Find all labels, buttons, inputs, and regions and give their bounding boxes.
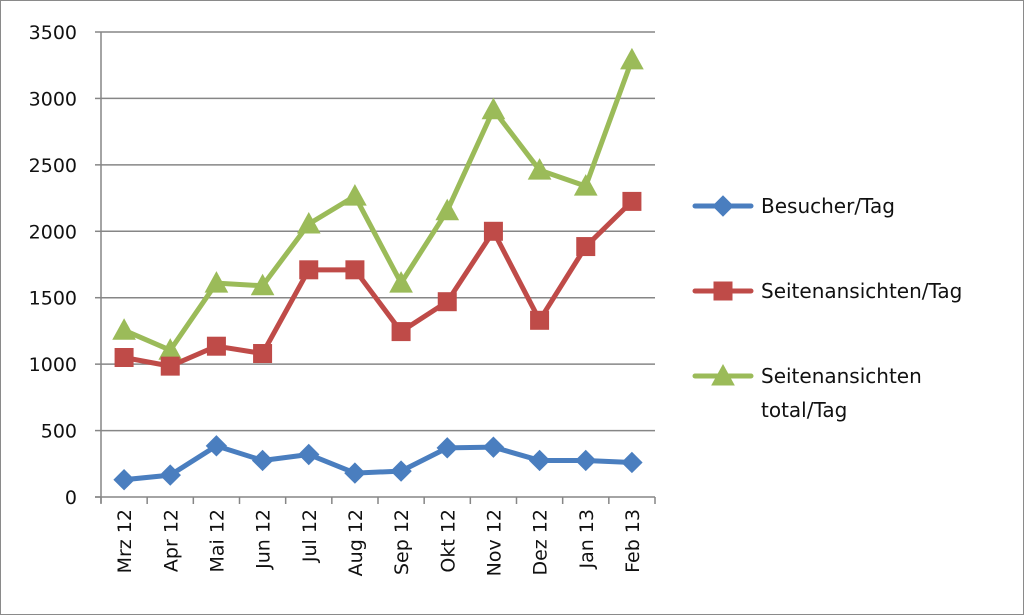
data-point [250, 273, 275, 296]
series-line [121, 443, 635, 483]
series-group [112, 47, 644, 491]
data-point [253, 344, 273, 364]
x-tick-label: Nov 12 [483, 509, 505, 576]
legend-label: Seitenansichten [761, 364, 922, 388]
series [113, 435, 643, 491]
data-point [576, 237, 596, 257]
x-tick-label: Aug 12 [345, 509, 367, 576]
gridlines [101, 31, 655, 432]
legend-label: Besucher/Tag [761, 194, 895, 218]
legend-label: total/Tag [761, 398, 847, 422]
legend-entry: Seitenansichten total/Tag [692, 363, 922, 422]
data-point [251, 449, 274, 472]
y-tick-label: 2500 [29, 155, 77, 177]
data-point [575, 449, 597, 472]
data-point [204, 271, 229, 293]
data-point [112, 318, 136, 340]
data-point [436, 437, 458, 459]
data-point [483, 221, 503, 241]
data-point [713, 281, 733, 301]
data-point [296, 211, 321, 234]
legend-label: Seitenansichten/Tag [761, 279, 962, 303]
data-point [621, 451, 643, 474]
data-point [343, 184, 367, 206]
data-point [298, 443, 320, 466]
legend-entry: Besucher/Tag [692, 194, 895, 218]
series-line [121, 57, 635, 353]
data-point [114, 348, 134, 367]
legend-entry: Seitenansichten/Tag [692, 279, 962, 303]
data-point [528, 449, 551, 472]
data-point [437, 292, 457, 312]
data-point [159, 464, 181, 486]
x-tick-label: Jan 13 [576, 509, 598, 570]
data-point [391, 322, 411, 342]
data-point [205, 435, 228, 457]
y-tick-label: 1500 [29, 288, 77, 310]
data-point [482, 436, 505, 458]
x-tick-label: Mai 12 [206, 509, 228, 573]
y-tick-label: 3000 [29, 88, 77, 110]
data-point [389, 271, 413, 293]
data-point [712, 195, 734, 217]
data-point [622, 191, 642, 211]
axes: 0 500 1000 1500 2000 2500 3000 3500 Mrz 12 Apr 12… [29, 22, 656, 576]
data-point [527, 158, 552, 180]
data-point [435, 198, 460, 221]
series [114, 191, 642, 376]
data-point [620, 47, 644, 70]
y-tick-label: 2000 [29, 221, 77, 243]
data-point [711, 363, 735, 386]
data-point [530, 310, 550, 330]
data-point [113, 469, 135, 491]
data-point [206, 336, 226, 356]
data-point [390, 460, 412, 482]
y-tick-label: 0 [65, 487, 77, 509]
data-point [573, 174, 598, 196]
data-point [299, 260, 319, 280]
x-tick-label: Dez 12 [530, 509, 552, 576]
y-tick-label: 3500 [29, 22, 77, 44]
data-point [345, 260, 365, 280]
x-tick-label: Jun 12 [253, 509, 275, 570]
y-tick-label: 500 [41, 421, 77, 443]
y-tick-label: 1000 [29, 354, 77, 376]
x-tick-label: Jul 12 [299, 509, 321, 563]
x-tick-label: Sep 12 [391, 509, 413, 575]
data-point [344, 462, 366, 484]
legend: Besucher/Tag Seitenansichten/Tag Seitenans… [692, 194, 962, 422]
x-tick-label: Okt 12 [437, 509, 459, 573]
x-tick-label: Feb 13 [622, 509, 644, 573]
data-point [160, 356, 180, 376]
x-tick-label: Mrz 12 [114, 509, 136, 573]
data-point [481, 97, 506, 120]
x-tick-label: Apr 12 [160, 509, 182, 572]
series [112, 47, 644, 360]
series-line [121, 198, 635, 369]
